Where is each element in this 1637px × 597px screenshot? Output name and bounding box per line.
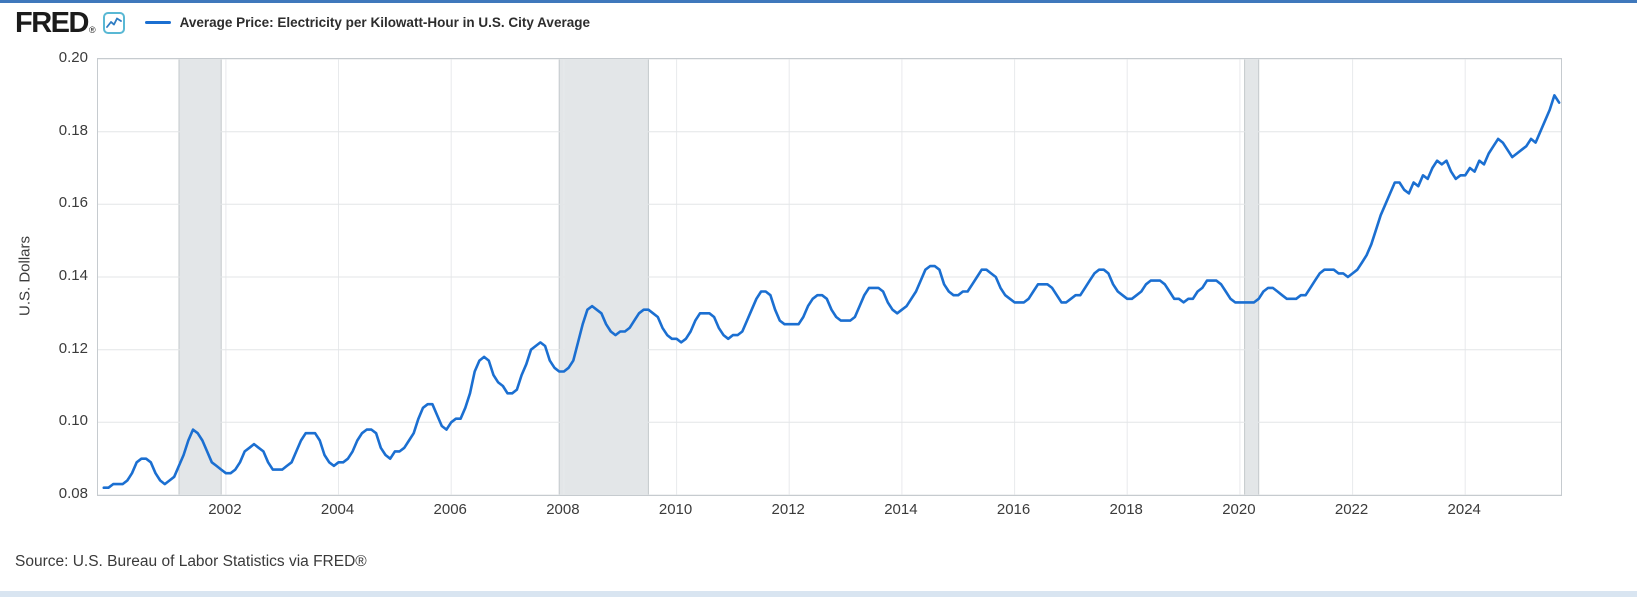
x-tick-label: 2016 — [996, 501, 1031, 518]
y-tick-label: 0.10 — [58, 412, 88, 430]
y-axis-title: U.S. Dollars — [16, 235, 34, 317]
legend-line-swatch — [144, 21, 171, 24]
x-tick-label: 2008 — [546, 501, 580, 518]
x-tick-label: 2020 — [1222, 501, 1256, 518]
x-tick-label: 2004 — [320, 501, 355, 518]
y-tick-label: 0.12 — [58, 339, 88, 357]
chart-svg[interactable] — [98, 58, 1561, 496]
x-tick-label: 2012 — [771, 501, 805, 518]
registered-trademark: ® — [88, 25, 96, 35]
x-tick-label: 2024 — [1447, 501, 1481, 518]
chart-header: FRED ® Average Price: Electricity per Ki… — [15, 9, 590, 38]
bottom-accent-bar — [0, 591, 1637, 597]
x-tick-label: 2002 — [208, 501, 242, 518]
top-accent-bar — [0, 0, 1637, 3]
x-tick-label: 2010 — [658, 501, 693, 518]
plot-area[interactable] — [97, 58, 1562, 496]
source-note: Source: U.S. Bureau of Labor Statistics … — [15, 553, 367, 570]
fred-logo[interactable]: FRED ® — [15, 9, 125, 38]
fred-wordmark: FRED — [15, 7, 89, 39]
x-tick-label: 2006 — [433, 501, 467, 518]
legend-label: Average Price: Electricity per Kilowatt-… — [179, 15, 590, 30]
x-tick-label: 2022 — [1334, 501, 1369, 518]
series-line[interactable] — [102, 93, 1561, 490]
y-tick-label: 0.08 — [58, 485, 88, 502]
fred-logo-icon — [102, 12, 125, 34]
y-tick-label: 0.16 — [58, 194, 88, 212]
x-tick-label: 2014 — [884, 501, 918, 518]
y-tick-label: 0.18 — [58, 121, 88, 139]
x-tick-label: 2018 — [1109, 501, 1143, 518]
y-tick-label: 0.14 — [58, 267, 88, 284]
legend: Average Price: Electricity per Kilowatt-… — [144, 15, 590, 30]
y-tick-label: 0.20 — [58, 49, 88, 66]
